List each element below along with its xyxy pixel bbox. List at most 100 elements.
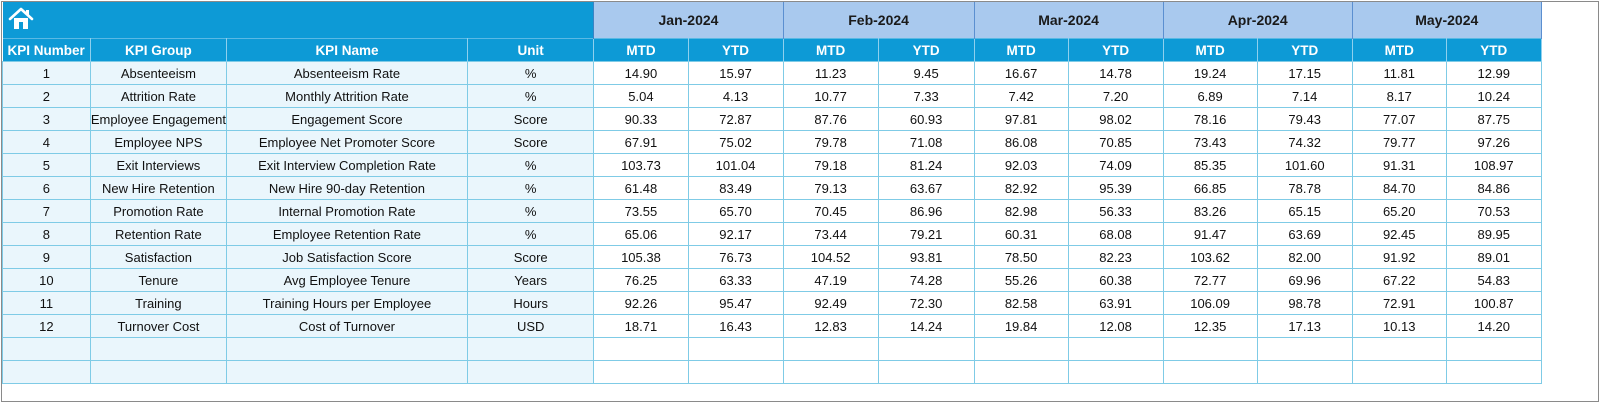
mtd-value-cell[interactable]: 79.77 — [1351, 130, 1447, 154]
unit-cell[interactable]: Score — [466, 107, 595, 131]
kpi-number-cell[interactable]: 10 — [2, 268, 91, 292]
ytd-value-cell[interactable]: 97.26 — [1445, 130, 1542, 154]
ytd-value-cell[interactable]: 98.02 — [1067, 107, 1164, 131]
kpi-group-cell[interactable]: Promotion Rate — [89, 199, 227, 223]
mtd-value-cell[interactable]: 65.06 — [593, 222, 689, 246]
ytd-value-cell[interactable]: 60.38 — [1067, 268, 1164, 292]
ytd-value-cell[interactable]: 60.93 — [877, 107, 975, 131]
ytd-value-cell[interactable]: 76.73 — [687, 245, 784, 269]
mtd-value-cell[interactable]: 70.45 — [782, 199, 879, 223]
ytd-value-cell[interactable]: 63.67 — [877, 176, 975, 200]
mtd-value-cell[interactable]: 72.77 — [1162, 268, 1258, 292]
ytd-value-cell[interactable]: 89.01 — [1445, 245, 1542, 269]
mtd-value-cell[interactable]: 73.43 — [1162, 130, 1258, 154]
kpi-number-cell[interactable]: 3 — [2, 107, 91, 131]
ytd-value-cell[interactable]: 92.17 — [687, 222, 784, 246]
mtd-value-cell[interactable]: 76.25 — [593, 268, 689, 292]
mtd-value-cell[interactable]: 79.78 — [782, 130, 879, 154]
mtd-value-cell[interactable]: 92.49 — [782, 291, 879, 315]
unit-cell[interactable]: % — [466, 153, 595, 177]
mtd-value-cell[interactable]: 78.16 — [1162, 107, 1258, 131]
ytd-value-cell[interactable]: 63.33 — [687, 268, 784, 292]
mtd-value-cell[interactable]: 104.52 — [782, 245, 879, 269]
empty-cell[interactable] — [1067, 337, 1164, 361]
ytd-value-cell[interactable]: 87.75 — [1445, 107, 1542, 131]
ytd-value-cell[interactable]: 75.02 — [687, 130, 784, 154]
ytd-value-cell[interactable]: 54.83 — [1445, 268, 1542, 292]
ytd-value-cell[interactable]: 17.13 — [1256, 314, 1353, 338]
unit-cell[interactable]: Score — [466, 245, 595, 269]
kpi-number-cell[interactable]: 7 — [2, 199, 91, 223]
mtd-value-cell[interactable]: 47.19 — [782, 268, 879, 292]
mtd-value-cell[interactable]: 19.84 — [973, 314, 1069, 338]
kpi-name-cell[interactable]: Internal Promotion Rate — [225, 199, 468, 223]
ytd-value-cell[interactable]: 70.85 — [1067, 130, 1164, 154]
mtd-value-cell[interactable]: 19.24 — [1162, 61, 1258, 85]
mtd-value-cell[interactable]: 91.92 — [1351, 245, 1447, 269]
empty-cell[interactable] — [877, 360, 975, 384]
mtd-value-cell[interactable]: 84.70 — [1351, 176, 1447, 200]
mtd-value-cell[interactable]: 16.67 — [973, 61, 1069, 85]
mtd-value-cell[interactable]: 91.31 — [1351, 153, 1447, 177]
empty-cell[interactable] — [225, 337, 468, 361]
unit-cell[interactable]: % — [466, 84, 595, 108]
kpi-group-cell[interactable]: Employee Engagement — [89, 107, 227, 131]
ytd-value-cell[interactable]: 74.09 — [1067, 153, 1164, 177]
unit-cell[interactable]: Score — [466, 130, 595, 154]
ytd-value-cell[interactable]: 7.20 — [1067, 84, 1164, 108]
mtd-value-cell[interactable]: 90.33 — [593, 107, 689, 131]
mtd-value-cell[interactable]: 106.09 — [1162, 291, 1258, 315]
ytd-value-cell[interactable]: 9.45 — [877, 61, 975, 85]
empty-cell[interactable] — [89, 360, 227, 384]
mtd-value-cell[interactable]: 10.77 — [782, 84, 879, 108]
ytd-value-cell[interactable]: 7.14 — [1256, 84, 1353, 108]
kpi-name-cell[interactable]: Exit Interview Completion Rate — [225, 153, 468, 177]
empty-cell[interactable] — [593, 337, 689, 361]
mtd-value-cell[interactable]: 67.91 — [593, 130, 689, 154]
kpi-group-cell[interactable]: Turnover Cost — [89, 314, 227, 338]
mtd-value-cell[interactable]: 79.18 — [782, 153, 879, 177]
kpi-group-cell[interactable]: Satisfaction — [89, 245, 227, 269]
kpi-number-cell[interactable]: 2 — [2, 84, 91, 108]
unit-cell[interactable]: % — [466, 222, 595, 246]
empty-cell[interactable] — [687, 360, 784, 384]
ytd-value-cell[interactable]: 70.53 — [1445, 199, 1542, 223]
ytd-value-cell[interactable]: 82.23 — [1067, 245, 1164, 269]
kpi-name-cell[interactable]: Job Satisfaction Score — [225, 245, 468, 269]
ytd-value-cell[interactable]: 98.78 — [1256, 291, 1353, 315]
ytd-value-cell[interactable]: 69.96 — [1256, 268, 1353, 292]
mtd-value-cell[interactable]: 92.45 — [1351, 222, 1447, 246]
ytd-value-cell[interactable]: 93.81 — [877, 245, 975, 269]
kpi-group-cell[interactable]: Exit Interviews — [89, 153, 227, 177]
kpi-number-cell[interactable]: 9 — [2, 245, 91, 269]
kpi-name-cell[interactable]: Training Hours per Employee — [225, 291, 468, 315]
kpi-number-cell[interactable]: 8 — [2, 222, 91, 246]
ytd-value-cell[interactable]: 74.28 — [877, 268, 975, 292]
ytd-value-cell[interactable]: 15.97 — [687, 61, 784, 85]
kpi-name-cell[interactable]: Employee Retention Rate — [225, 222, 468, 246]
mtd-value-cell[interactable]: 82.92 — [973, 176, 1069, 200]
ytd-value-cell[interactable]: 82.00 — [1256, 245, 1353, 269]
ytd-value-cell[interactable]: 65.70 — [687, 199, 784, 223]
mtd-value-cell[interactable]: 55.26 — [973, 268, 1069, 292]
ytd-value-cell[interactable]: 14.78 — [1067, 61, 1164, 85]
empty-cell[interactable] — [225, 360, 468, 384]
empty-cell[interactable] — [466, 337, 595, 361]
ytd-value-cell[interactable]: 81.24 — [877, 153, 975, 177]
mtd-value-cell[interactable]: 11.23 — [782, 61, 879, 85]
ytd-value-cell[interactable]: 72.30 — [877, 291, 975, 315]
mtd-value-cell[interactable]: 91.47 — [1162, 222, 1258, 246]
mtd-value-cell[interactable]: 12.83 — [782, 314, 879, 338]
kpi-number-cell[interactable]: 6 — [2, 176, 91, 200]
mtd-value-cell[interactable]: 7.42 — [973, 84, 1069, 108]
mtd-value-cell[interactable]: 61.48 — [593, 176, 689, 200]
kpi-number-cell[interactable]: 1 — [2, 61, 91, 85]
ytd-value-cell[interactable]: 14.20 — [1445, 314, 1542, 338]
mtd-value-cell[interactable]: 65.20 — [1351, 199, 1447, 223]
kpi-group-cell[interactable]: Training — [89, 291, 227, 315]
empty-cell[interactable] — [1162, 360, 1258, 384]
mtd-value-cell[interactable]: 73.55 — [593, 199, 689, 223]
ytd-value-cell[interactable]: 14.24 — [877, 314, 975, 338]
mtd-value-cell[interactable]: 12.35 — [1162, 314, 1258, 338]
mtd-value-cell[interactable]: 6.89 — [1162, 84, 1258, 108]
